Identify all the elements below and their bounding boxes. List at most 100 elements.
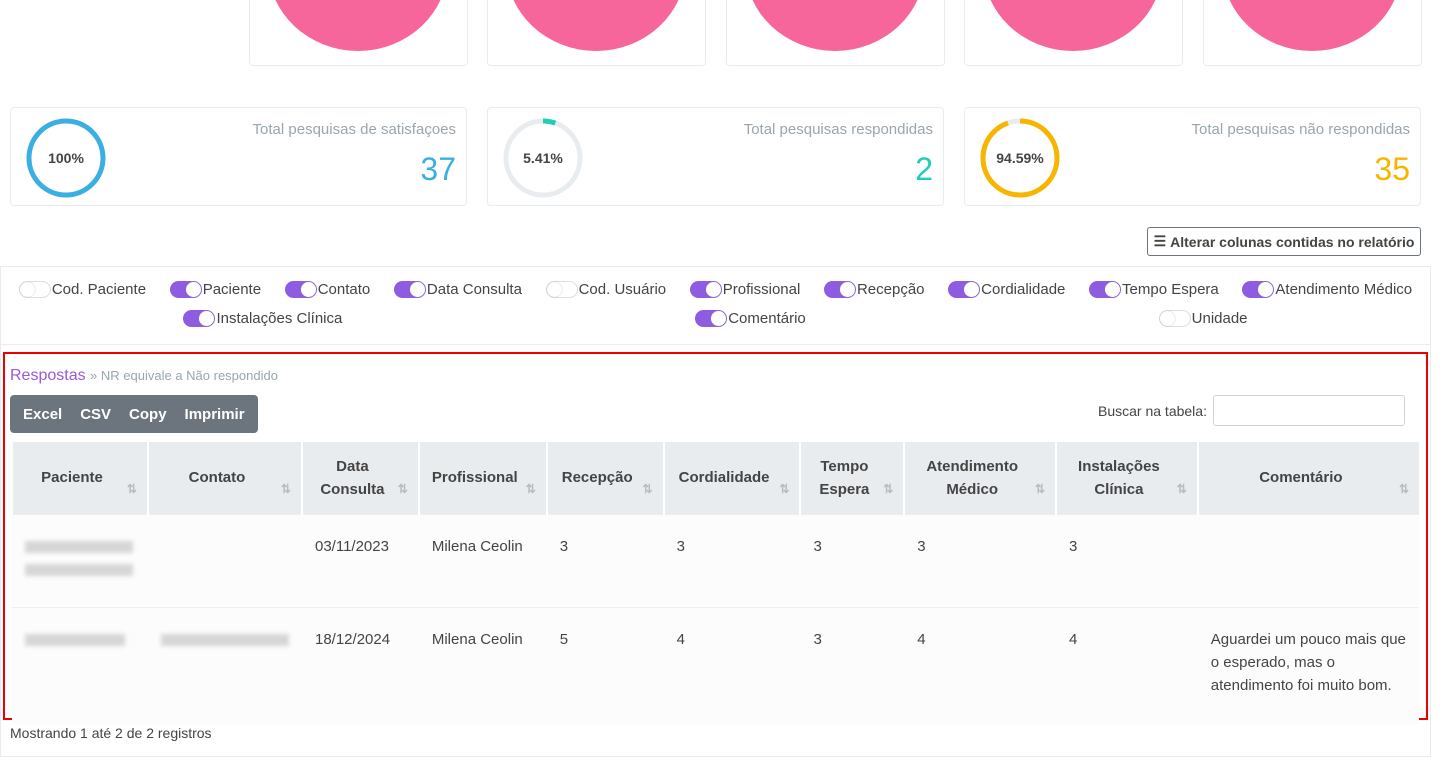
stat-card: 94.59% Total pesquisas não respondidas 3… — [964, 107, 1421, 206]
column-toggle[interactable]: Atendimento Médico — [1242, 278, 1412, 301]
stat-value: 37 — [420, 151, 456, 187]
table-cell — [147, 513, 302, 607]
column-toggles: Cod. Paciente Paciente Contato Data Consult… — [0, 266, 1431, 345]
responses-table: Paciente ⇅ Contato ⇅ Data Consulta ⇅ Profissio… — [11, 442, 1419, 725]
sort-icon[interactable]: ⇅ — [883, 482, 894, 496]
table-cell: 4 — [904, 606, 1057, 725]
column-header[interactable]: Data Consulta ⇅ — [300, 442, 419, 514]
toggle-switch[interactable] — [393, 281, 426, 298]
print-button[interactable]: Imprimir — [184, 405, 245, 423]
section-title: Respostas » NR equivale a Não respondido — [10, 367, 278, 384]
responses-card — [0, 345, 1431, 757]
table-cell: Aguardei um pouco mais que o esperado, m… — [1197, 606, 1419, 725]
column-toggle[interactable]: Cordialidade — [948, 278, 1065, 301]
pie-chart — [745, 0, 925, 51]
table-cell: Milena Ceolin — [418, 606, 547, 725]
stat-card: 5.41% Total pesquisas respondidas 2 — [487, 107, 944, 206]
table-cell — [1197, 513, 1419, 607]
chart-card — [249, 0, 468, 66]
column-header[interactable]: Atendimento Médico ⇅ — [903, 442, 1057, 514]
redacted-text — [25, 563, 133, 576]
sort-icon[interactable]: ⇅ — [1176, 482, 1187, 496]
table-cell: 5 — [546, 606, 664, 725]
table-cell: 3 — [1056, 513, 1198, 607]
pie-chart — [506, 0, 686, 51]
column-toggle[interactable]: Cod. Paciente — [18, 278, 146, 301]
column-header[interactable]: Paciente ⇅ — [11, 442, 148, 514]
table-cell: 3 — [800, 606, 905, 725]
sort-icon[interactable]: ⇅ — [525, 482, 536, 496]
toggle-switch[interactable] — [823, 281, 856, 298]
toggle-switch[interactable] — [695, 310, 728, 327]
table-cell: Milena Ceolin — [418, 513, 547, 607]
table-search: Buscar na tabela: — [1098, 395, 1405, 426]
stat-card: 100% Total pesquisas de satisfaçoes 37 — [10, 107, 467, 206]
stat-value: 35 — [1374, 151, 1410, 187]
stat-value: 2 — [915, 151, 933, 187]
toggle-switch[interactable] — [183, 310, 216, 327]
toggle-switch[interactable] — [1158, 310, 1191, 327]
pie-chart — [268, 0, 448, 51]
column-toggle[interactable]: Contato — [284, 278, 370, 301]
column-toggle[interactable]: Unidade — [1158, 307, 1248, 330]
column-header[interactable]: Contato ⇅ — [146, 442, 302, 514]
chart-card — [964, 0, 1183, 66]
table-cell: 3 — [800, 513, 905, 607]
stat-percent: 100% — [48, 150, 84, 166]
toggle-switch[interactable] — [169, 281, 202, 298]
column-header[interactable]: Instalações Clínica ⇅ — [1055, 442, 1198, 514]
toggle-switch[interactable] — [18, 281, 51, 298]
column-toggle[interactable]: Cod. Usuário — [545, 278, 666, 301]
toggle-switch[interactable] — [689, 281, 722, 298]
copy-button[interactable]: Copy — [129, 405, 167, 423]
toggle-switch[interactable] — [948, 281, 981, 298]
search-input[interactable] — [1212, 395, 1405, 426]
sort-icon[interactable]: ⇅ — [1034, 482, 1046, 496]
table-cell: 18/12/2024 — [301, 606, 419, 725]
table-cell — [147, 606, 302, 725]
table-row: 03/11/2023 Milena Ceolin 3 3 3 3 3 — [12, 513, 1419, 607]
stat-percent: 5.41% — [523, 150, 563, 166]
table-cell: 3 — [663, 513, 801, 607]
column-toggle[interactable]: Comentário — [695, 307, 806, 330]
column-header[interactable]: Recepção ⇅ — [545, 442, 664, 514]
sort-icon[interactable]: ⇅ — [280, 482, 291, 496]
table-cell: 4 — [1056, 606, 1198, 725]
pie-chart — [1222, 0, 1402, 51]
progress-ring — [980, 118, 1060, 198]
column-toggle[interactable]: Tempo Espera — [1089, 278, 1219, 301]
table-cell — [12, 513, 148, 607]
redacted-text — [25, 540, 133, 553]
toggle-switch[interactable] — [1242, 281, 1275, 298]
toggle-switch[interactable] — [545, 281, 578, 298]
column-toggle[interactable]: Paciente — [169, 278, 261, 301]
table-cell: 3 — [904, 513, 1057, 607]
sort-icon[interactable]: ⇅ — [779, 482, 790, 496]
sort-icon[interactable]: ⇅ — [126, 482, 137, 496]
table-info: Mostrando 1 até 2 de 2 registros — [10, 725, 212, 741]
column-toggle[interactable]: Profissional — [689, 278, 800, 301]
column-toggle[interactable]: Data Consulta — [393, 278, 522, 301]
sort-icon[interactable]: ⇅ — [397, 482, 408, 496]
list-icon: ☰ — [1153, 233, 1167, 249]
chart-card — [487, 0, 706, 66]
stat-label: Total pesquisas respondidas — [743, 121, 933, 138]
progress-ring — [26, 118, 106, 198]
pie-chart — [983, 0, 1163, 51]
progress-ring — [503, 118, 583, 198]
toggle-switch[interactable] — [284, 281, 317, 298]
toggle-switch[interactable] — [1089, 281, 1122, 298]
column-header[interactable]: Tempo Espera ⇅ — [799, 442, 905, 514]
csv-button[interactable]: CSV — [80, 405, 112, 423]
sort-icon[interactable]: ⇅ — [1398, 482, 1409, 496]
table-cell: 3 — [546, 513, 664, 607]
column-toggle[interactable]: Instalações Clínica — [183, 307, 342, 330]
column-header[interactable]: Comentário ⇅ — [1196, 442, 1419, 514]
column-header[interactable]: Profissional ⇅ — [417, 442, 547, 514]
export-buttons: Excel CSV Copy Imprimir — [10, 395, 258, 433]
excel-button[interactable]: Excel — [23, 405, 63, 423]
change-columns-button[interactable]: ☰ Alterar colunas contidas no relatório — [1147, 227, 1421, 256]
column-toggle[interactable]: Recepção — [823, 278, 925, 301]
sort-icon[interactable]: ⇅ — [642, 482, 653, 496]
column-header[interactable]: Cordialidade ⇅ — [662, 442, 801, 514]
